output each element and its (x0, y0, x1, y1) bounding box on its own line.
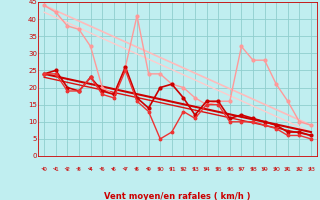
X-axis label: Vent moyen/en rafales ( km/h ): Vent moyen/en rafales ( km/h ) (104, 192, 251, 200)
